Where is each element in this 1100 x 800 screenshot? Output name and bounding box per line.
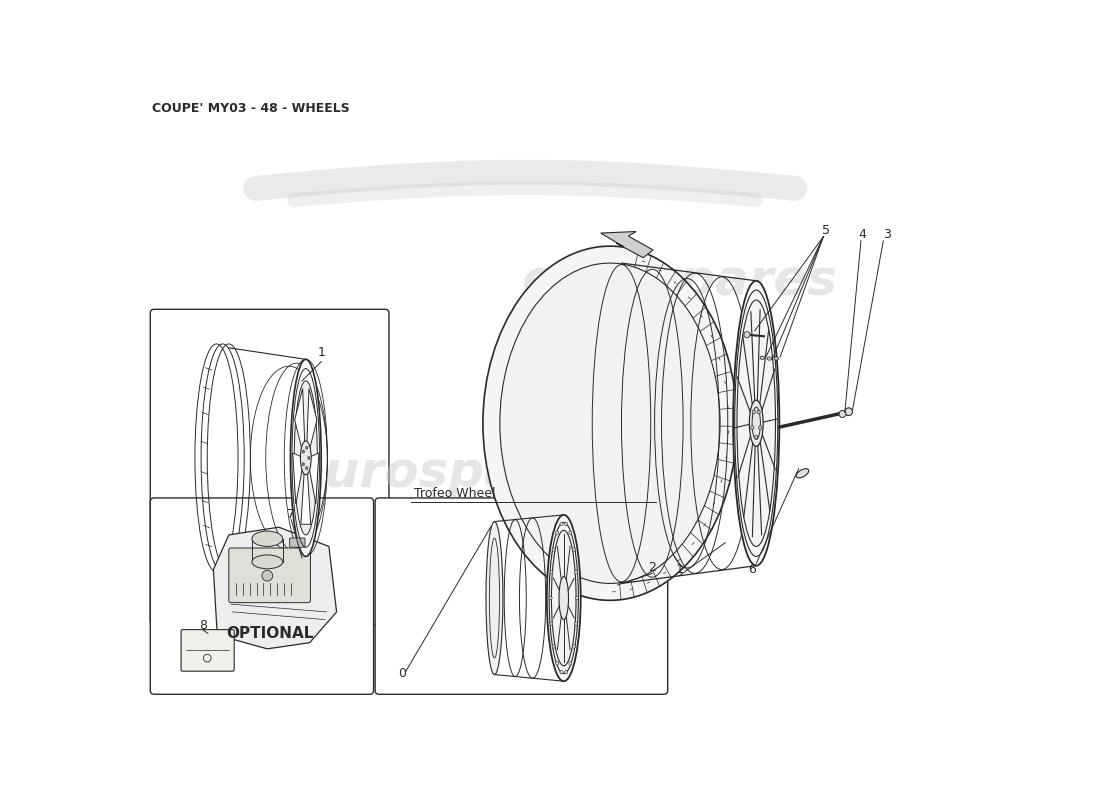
Ellipse shape [845,408,853,415]
Ellipse shape [796,469,808,478]
Ellipse shape [550,622,553,626]
Ellipse shape [774,357,779,360]
Ellipse shape [290,359,321,557]
Ellipse shape [564,670,568,674]
Text: 5: 5 [822,224,829,238]
Ellipse shape [737,300,775,546]
Ellipse shape [556,662,559,665]
Ellipse shape [483,246,737,600]
Ellipse shape [550,570,553,574]
Ellipse shape [306,466,308,470]
Ellipse shape [302,462,305,466]
Ellipse shape [308,456,310,459]
Polygon shape [309,453,319,504]
Ellipse shape [733,281,779,566]
FancyBboxPatch shape [182,630,234,671]
Text: Trofeo Wheel: Trofeo Wheel [414,487,495,500]
Ellipse shape [252,555,283,569]
Ellipse shape [574,622,578,626]
FancyBboxPatch shape [151,310,389,625]
FancyBboxPatch shape [289,538,305,547]
Circle shape [744,332,750,338]
Text: 4: 4 [859,228,867,241]
Text: 6: 6 [748,563,757,576]
Ellipse shape [749,400,763,446]
Ellipse shape [575,596,579,600]
Ellipse shape [556,531,559,534]
Ellipse shape [552,645,556,648]
Ellipse shape [547,515,581,682]
Ellipse shape [551,530,576,666]
Ellipse shape [574,570,578,574]
Ellipse shape [752,410,756,414]
Ellipse shape [751,426,754,430]
Ellipse shape [752,407,760,439]
Circle shape [262,570,273,581]
Ellipse shape [559,577,569,619]
Polygon shape [307,389,317,449]
Polygon shape [601,231,653,258]
Polygon shape [295,389,305,449]
Text: eurospares: eurospares [521,257,837,305]
Ellipse shape [486,522,503,674]
Text: OPTIONAL: OPTIONAL [226,626,314,641]
Polygon shape [213,527,337,649]
Ellipse shape [252,531,283,546]
Ellipse shape [549,522,579,674]
Ellipse shape [300,441,311,475]
Text: 1: 1 [675,563,683,576]
FancyBboxPatch shape [375,498,668,694]
Ellipse shape [755,435,758,439]
Ellipse shape [760,356,764,359]
Ellipse shape [569,662,572,665]
Ellipse shape [839,410,846,418]
Text: eurospares: eurospares [290,450,606,498]
Ellipse shape [295,381,318,535]
Text: COUPE' MY03 - 48 - WHEELS: COUPE' MY03 - 48 - WHEELS [152,102,350,115]
Ellipse shape [499,263,720,583]
Ellipse shape [564,522,568,526]
FancyBboxPatch shape [229,548,310,602]
Polygon shape [301,474,310,524]
Ellipse shape [735,290,778,557]
Ellipse shape [302,450,305,453]
Ellipse shape [572,548,575,551]
Ellipse shape [759,426,761,430]
Text: 7: 7 [287,508,295,522]
Ellipse shape [757,410,760,414]
Ellipse shape [767,357,772,360]
Ellipse shape [560,670,563,674]
Text: 1: 1 [317,346,326,359]
Text: 0: 0 [398,667,406,680]
Polygon shape [293,453,303,504]
Ellipse shape [560,522,563,526]
Ellipse shape [549,596,552,600]
Ellipse shape [552,548,556,551]
Ellipse shape [569,531,572,534]
Ellipse shape [572,645,575,648]
Text: 2: 2 [648,561,657,574]
Text: 3: 3 [883,228,891,241]
FancyBboxPatch shape [151,498,374,694]
Ellipse shape [306,446,308,449]
Text: 8: 8 [199,619,208,632]
